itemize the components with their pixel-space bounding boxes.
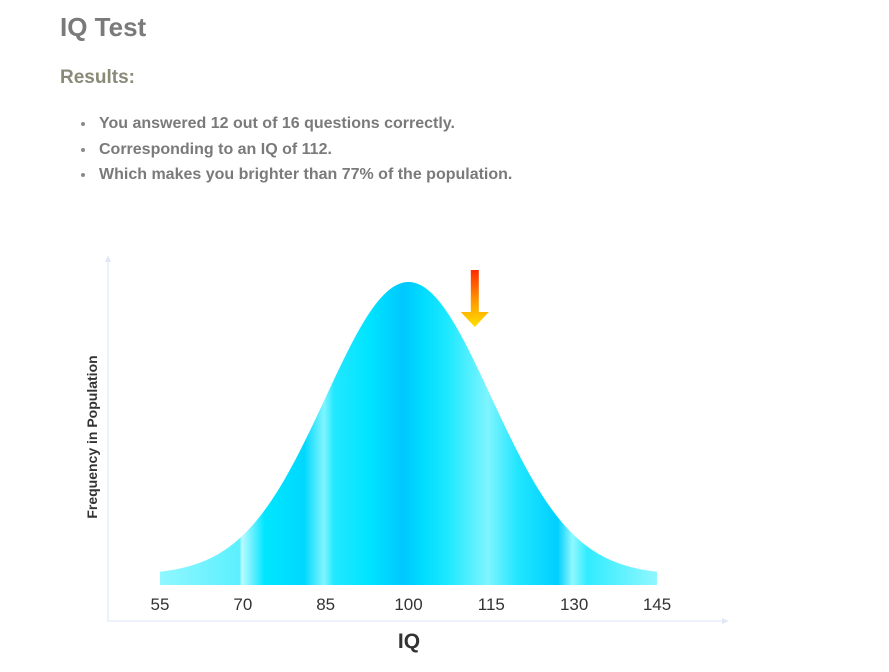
results-heading: Results: [60,67,135,88]
x-tick-label-130: 130 [560,595,588,614]
result-score: You answered 12 out of 16 questions corr… [80,113,512,139]
y-axis-label: Frequency in Population [84,355,100,518]
distribution-curve [160,282,657,585]
x-axis-ticks: 55 70 85 100 115 130 145 [151,595,672,614]
x-axis-label: IQ [398,630,420,653]
axes [105,255,729,624]
result-iq: Corresponding to an IQ of 112. [80,139,512,165]
y-axis-arrowhead [105,255,111,262]
iq-score-arrow-icon [460,270,489,327]
page-title: IQ Test [60,12,147,42]
x-tick-label-70: 70 [233,595,252,614]
x-tick-label-100: 100 [394,595,422,614]
x-tick-label-115: 115 [478,595,505,614]
result-percentile: Which makes you brighter than 77% of the… [80,164,512,190]
x-axis-arrowhead [722,618,729,624]
x-tick-label-85: 85 [316,595,335,614]
results-list: You answered 12 out of 16 questions corr… [80,113,512,190]
x-tick-label-55: 55 [151,595,170,614]
x-tick-label-145: 145 [643,595,671,614]
